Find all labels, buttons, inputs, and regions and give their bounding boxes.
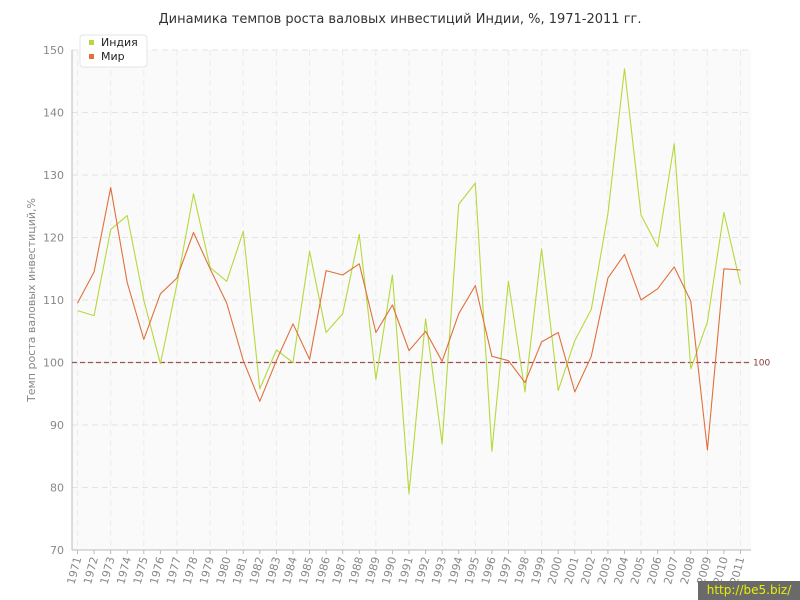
y-tick-label: 140 [43, 107, 64, 120]
y-tick-label: 70 [50, 544, 64, 557]
legend-label-1: Мир [101, 50, 125, 63]
y-tick-label: 90 [50, 419, 64, 432]
y-tick-label: 120 [43, 232, 64, 245]
y-tick-label: 130 [43, 169, 64, 182]
x-axis-ticks: 1971197219731974197519761977197819791980… [65, 550, 747, 586]
legend-label-0: Индия [101, 36, 138, 49]
legend-swatch-0 [89, 40, 94, 45]
chart-title: Динамика темпов роста валовых инвестиций… [159, 12, 642, 27]
reference-line-label: 100 [753, 359, 770, 369]
series-line-0 [77, 68, 742, 495]
legend-swatch-1 [89, 54, 94, 59]
y-tick-label: 150 [43, 44, 64, 57]
y-axis-label: Темп роста валовых инвестиций,% [25, 198, 38, 403]
y-axis-ticks: 70 80 90 100 110 120 130 140 150 [43, 44, 64, 557]
watermark-link[interactable]: http://be5.biz/ [698, 581, 800, 600]
y-tick-label: 100 [43, 357, 64, 370]
series-line-1 [77, 186, 741, 451]
y-tick-label: 110 [43, 294, 64, 307]
reference-line-100: 100 [72, 359, 770, 369]
y-tick-label: 80 [50, 482, 64, 495]
legend-box [79, 34, 148, 68]
series-layer [77, 68, 742, 495]
